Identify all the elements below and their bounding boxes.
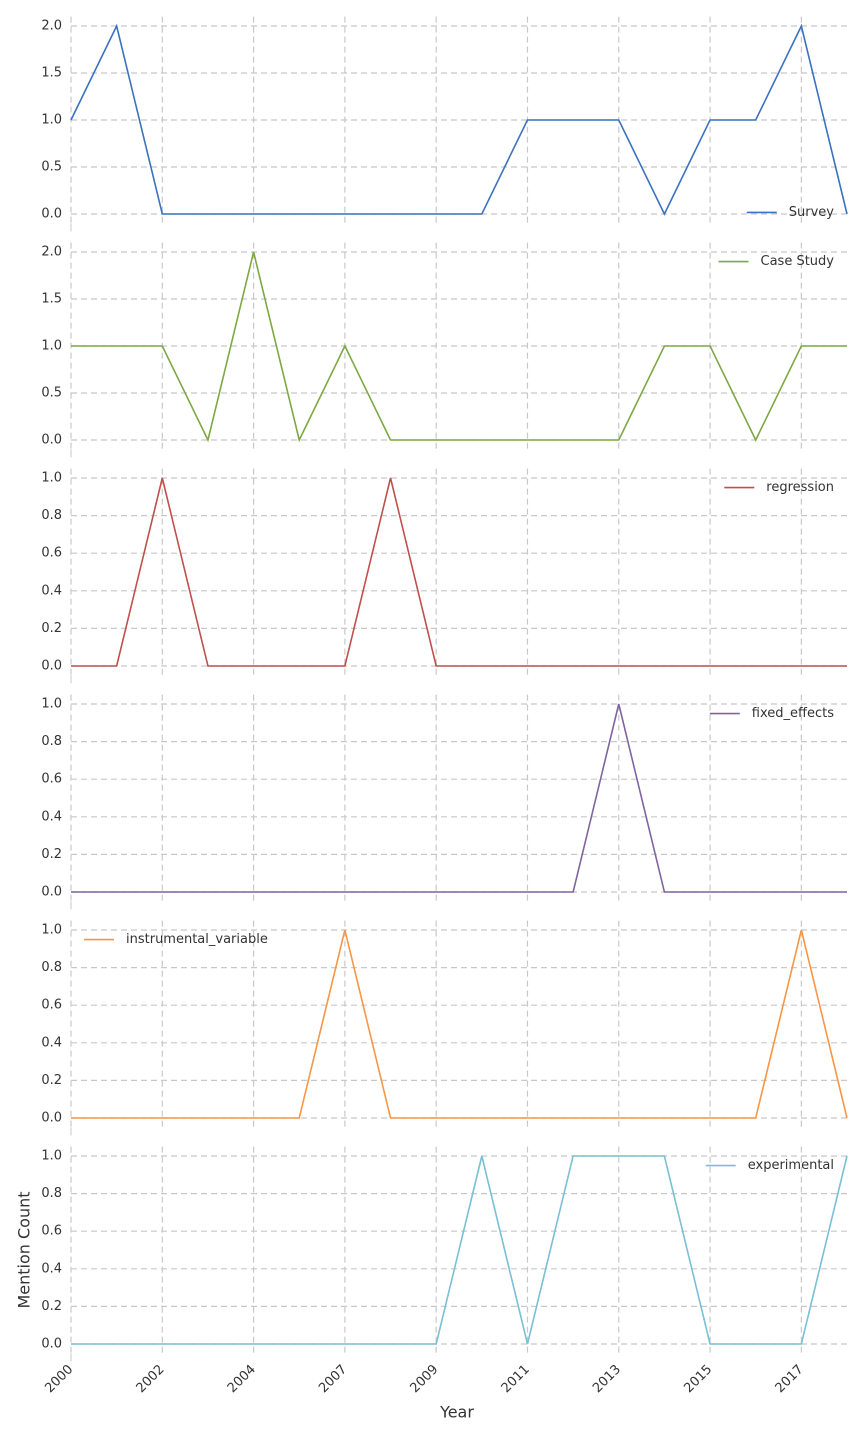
y-tick-label: 0.0 (41, 885, 62, 900)
legend-label: Case Study (761, 254, 835, 269)
y-tick-label: 1.5 (41, 66, 62, 81)
legend-label: instrumental_variable (126, 932, 268, 947)
x-axis-label: Year (439, 1403, 474, 1422)
legend-label: fixed_effects (752, 706, 834, 721)
x-tick-label: 2011 (499, 1362, 533, 1396)
x-tick-label: 2017 (773, 1362, 807, 1396)
y-tick-label: 1.0 (41, 697, 62, 712)
x-tick-label: 2013 (590, 1362, 624, 1396)
series-line (71, 929, 848, 1119)
y-tick-label: 0.5 (41, 386, 62, 401)
y-tick-label: 1.5 (41, 292, 62, 307)
y-tick-label: 0.6 (41, 998, 62, 1013)
y-tick-label: 0.2 (41, 847, 62, 862)
y-tick-label: 0.4 (41, 809, 62, 824)
y-tick-label: 0.4 (41, 1261, 62, 1276)
y-tick-label: 0.0 (41, 659, 62, 674)
y-tick-label: 1.0 (41, 113, 62, 128)
y-tick-label: 0.4 (41, 583, 62, 598)
x-tick-label: 2009 (407, 1362, 441, 1396)
y-tick-label: 0.6 (41, 1224, 62, 1239)
y-tick-label: 0.2 (41, 621, 62, 636)
series-line (70, 23, 848, 216)
y-tick-label: 0.0 (41, 1111, 62, 1126)
legend-label: experimental (748, 1158, 834, 1173)
y-tick-label: 0.0 (41, 433, 62, 448)
y-tick-label: 1.0 (41, 339, 62, 354)
y-tick-label: 0.8 (41, 1186, 62, 1201)
x-tick-label: 2015 (681, 1362, 715, 1396)
y-tick-label: 0.6 (41, 772, 62, 787)
y-tick-label: 0.2 (41, 1073, 62, 1088)
y-tick-label: 0.8 (41, 734, 62, 749)
series-line (71, 703, 847, 893)
legend-label: regression (766, 480, 834, 495)
y-tick-label: 0.0 (41, 1337, 62, 1352)
y-tick-label: 1.0 (41, 923, 62, 938)
y-tick-label: 0.5 (41, 160, 62, 175)
y-tick-label: 0.8 (41, 508, 62, 523)
x-tick-label: 2004 (225, 1362, 259, 1396)
y-tick-label: 1.0 (41, 1149, 62, 1164)
y-tick-label: 1.0 (41, 471, 62, 486)
x-tick-label: 2002 (134, 1362, 168, 1396)
y-tick-label: 0.8 (41, 960, 62, 975)
y-axis-label: Mention Count (15, 1191, 34, 1308)
series-line (71, 477, 847, 667)
y-tick-label: 2.0 (41, 19, 62, 34)
series-line (71, 1155, 848, 1345)
y-tick-label: 0.2 (41, 1299, 62, 1314)
y-tick-label: 0.0 (41, 207, 62, 222)
x-tick-label: 2000 (42, 1362, 76, 1396)
y-tick-label: 0.6 (41, 546, 62, 561)
y-tick-label: 2.0 (41, 245, 62, 260)
y-tick-label: 0.4 (41, 1035, 62, 1050)
x-tick-label: 2007 (316, 1362, 350, 1396)
series-line (71, 251, 847, 443)
legend-label: Survey (789, 205, 835, 220)
